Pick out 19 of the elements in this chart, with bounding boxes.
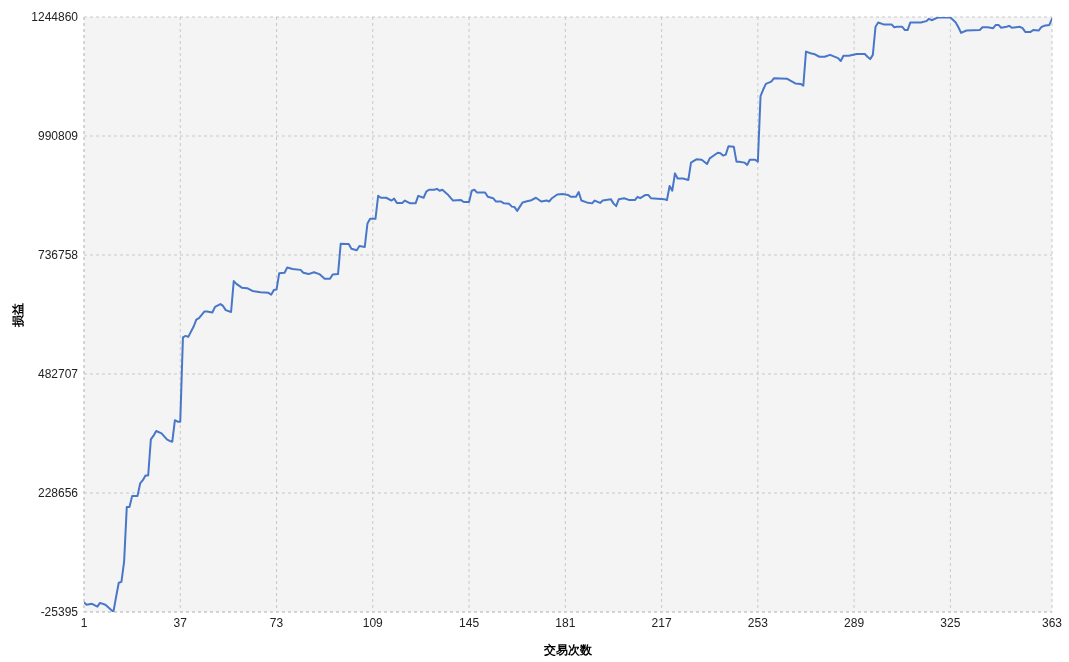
x-tick-label: 145 — [459, 615, 480, 630]
x-tick-label: 325 — [940, 615, 961, 630]
y-tick-label: -25395 — [40, 605, 79, 620]
x-tick-label: 363 — [1041, 615, 1063, 630]
x-tick-label: 1 — [80, 615, 88, 630]
x-tick-label: 253 — [747, 615, 769, 630]
y-tick-label: 228656 — [37, 486, 79, 501]
y-tick-label: 1244860 — [31, 10, 79, 25]
x-tick-label: 181 — [555, 615, 576, 630]
x-tick-label: 37 — [173, 615, 188, 630]
y-axis-title: 损益 — [11, 302, 25, 328]
x-tick-label: 289 — [844, 615, 865, 630]
x-tick-label: 217 — [651, 615, 672, 630]
x-tick-label: 109 — [362, 615, 384, 630]
y-tick-label: 990809 — [37, 129, 79, 144]
x-axis-title: 交易次数 — [543, 643, 593, 657]
y-tick-label: 736758 — [37, 248, 79, 263]
y-tick-label: 482707 — [37, 367, 79, 382]
x-tick-label: 73 — [269, 615, 284, 630]
